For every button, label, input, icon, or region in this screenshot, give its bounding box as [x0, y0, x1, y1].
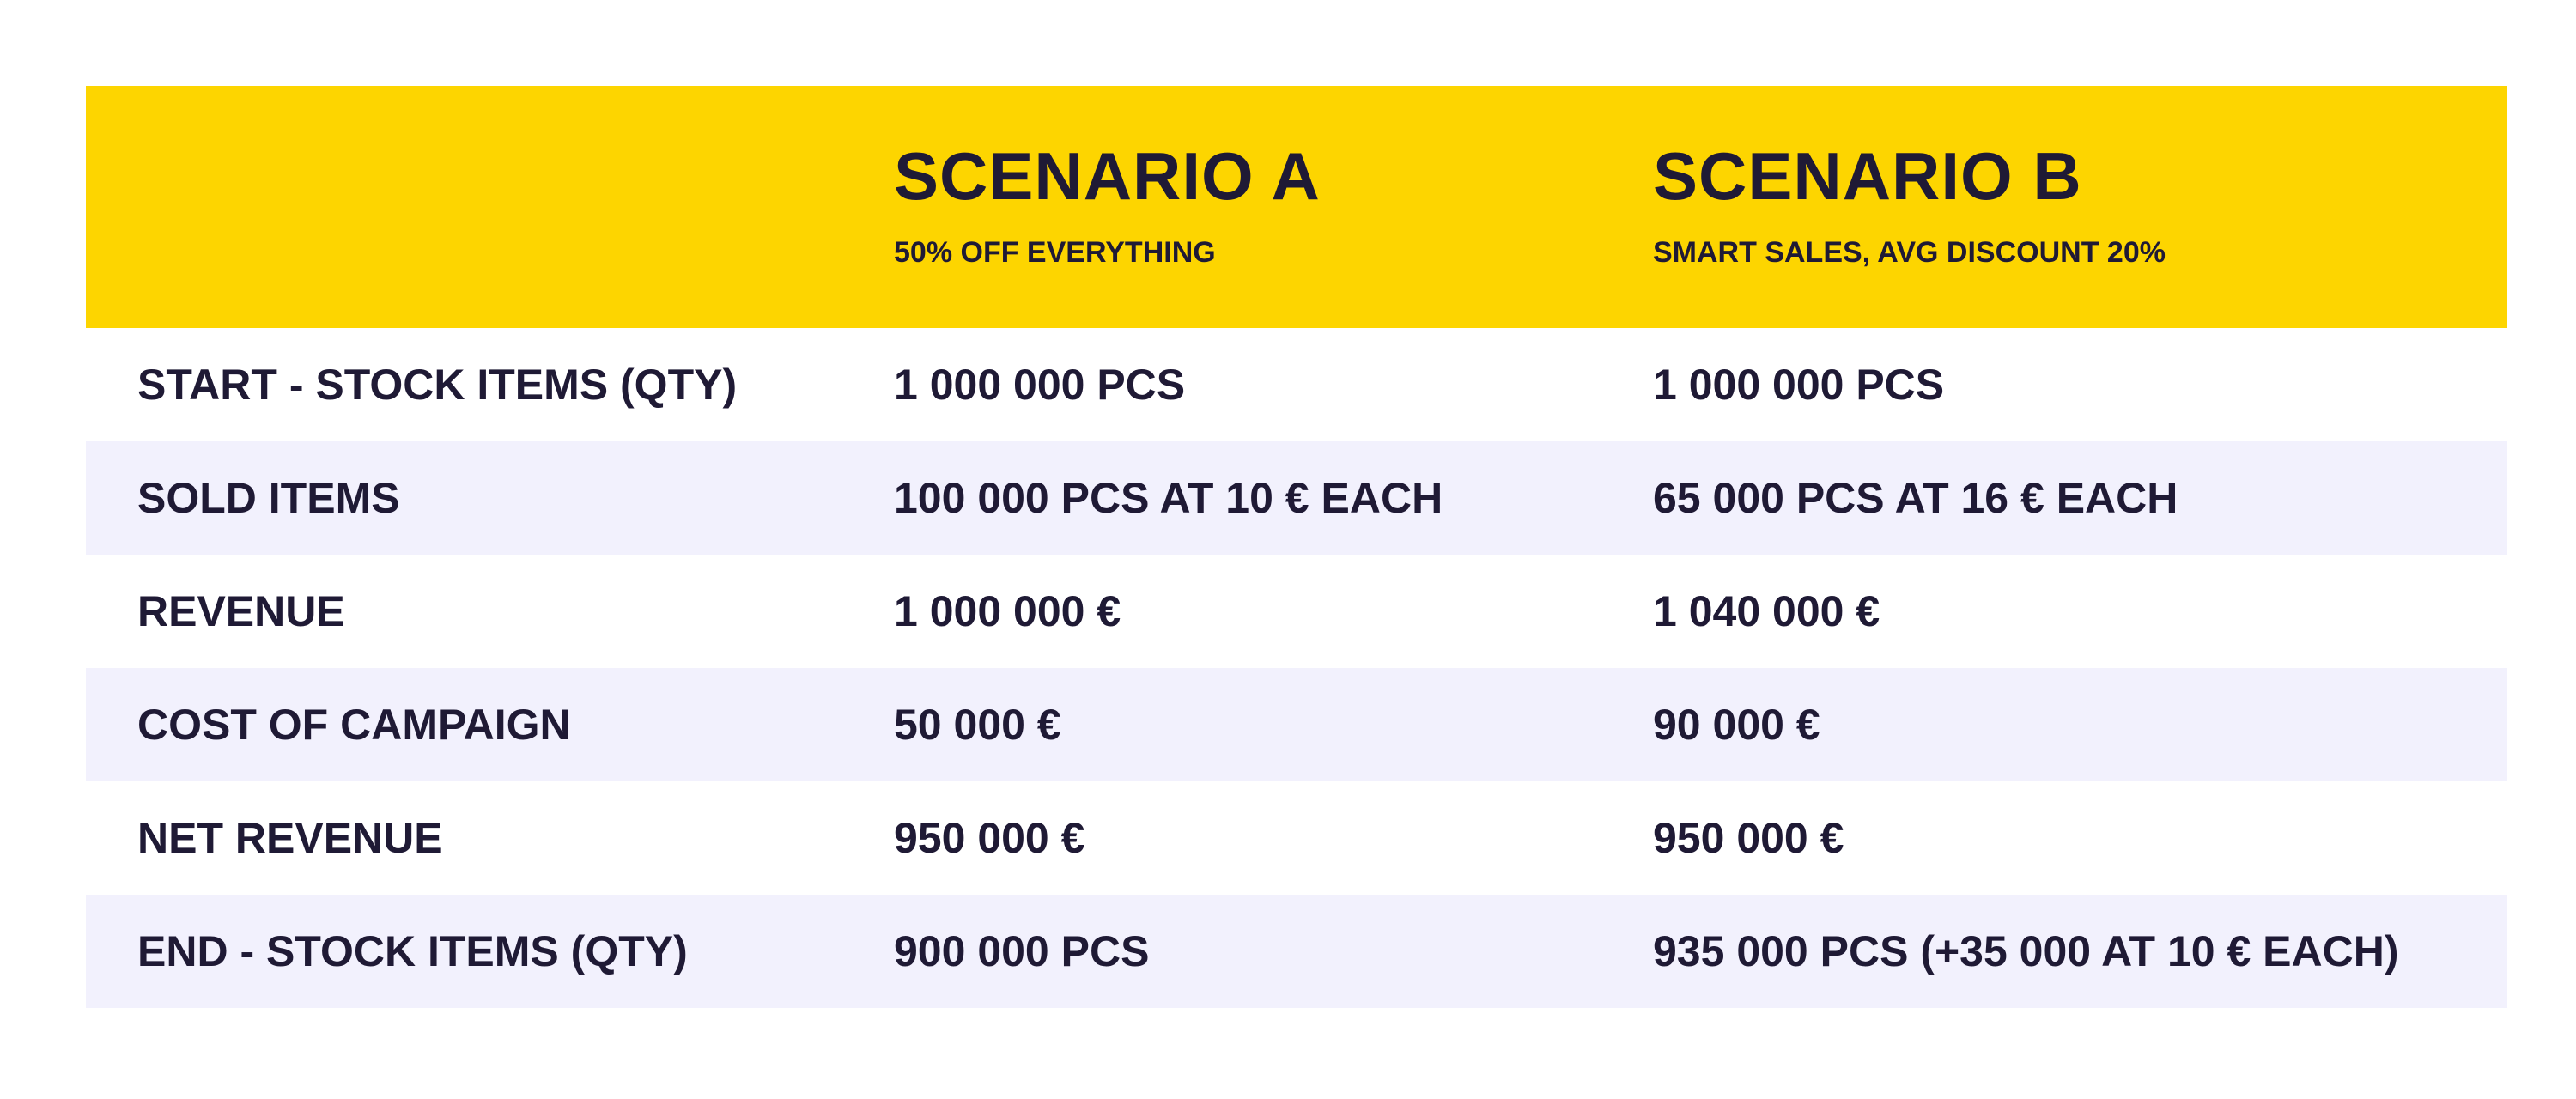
row-label: SOLD ITEMS	[137, 474, 400, 522]
row-label: COST OF CAMPAIGN	[137, 701, 571, 749]
row-label: NET REVENUE	[137, 814, 443, 862]
scenario-a-header: SCENARIO A 50% OFF EVERYTHING	[894, 137, 1321, 270]
scenario-a-value: 950 000 €	[894, 814, 1085, 862]
scenario-b-value: 90 000 €	[1653, 701, 1820, 749]
scenario-b-header: SCENARIO B SMART SALES, AVG DISCOUNT 20%	[1653, 137, 2166, 270]
scenario-a-value: 900 000 PCS	[894, 927, 1150, 975]
table-row-revenue: REVENUE 1 000 000 € 1 040 000 €	[86, 555, 2507, 668]
row-label: REVENUE	[137, 587, 345, 635]
table-row-net-revenue: NET REVENUE 950 000 € 950 000 €	[86, 781, 2507, 895]
scenario-a-value: 1 000 000 PCS	[894, 361, 1186, 409]
scenario-a-title: SCENARIO A	[894, 138, 1321, 214]
scenario-b-value: 935 000 PCS (+35 000 AT 10 € EACH)	[1653, 927, 2399, 975]
scenario-b-value: 1 040 000 €	[1653, 587, 1880, 635]
table-row-cost-of-campaign: COST OF CAMPAIGN 50 000 € 90 000 €	[86, 668, 2507, 781]
scenario-b-value: 65 000 PCS AT 16 € EACH	[1653, 474, 2178, 522]
scenario-b-value: 950 000 €	[1653, 814, 1844, 862]
scenario-a-subtitle: 50% OFF EVERYTHING	[894, 236, 1216, 269]
scenario-a-value: 100 000 PCS AT 10 € EACH	[894, 474, 1443, 522]
scenario-b-subtitle: SMART SALES, AVG DISCOUNT 20%	[1653, 236, 2166, 269]
comparison-table: SCENARIO A 50% OFF EVERYTHING SCENARIO B…	[86, 86, 2507, 1008]
row-label: START - STOCK ITEMS (QTY)	[137, 361, 738, 409]
scenario-a-value: 50 000 €	[894, 701, 1061, 749]
scenario-b-value: 1 000 000 PCS	[1653, 361, 1945, 409]
row-label: END - STOCK ITEMS (QTY)	[137, 927, 688, 975]
scenario-a-value: 1 000 000 €	[894, 587, 1121, 635]
table-row-end-stock: END - STOCK ITEMS (QTY) 900 000 PCS 935 …	[86, 895, 2507, 1008]
scenario-b-title: SCENARIO B	[1653, 138, 2082, 214]
table-row-start-stock: START - STOCK ITEMS (QTY) 1 000 000 PCS …	[86, 328, 2507, 441]
table-row-sold-items: SOLD ITEMS 100 000 PCS AT 10 € EACH 65 0…	[86, 441, 2507, 555]
table-header: SCENARIO A 50% OFF EVERYTHING SCENARIO B…	[86, 86, 2507, 328]
